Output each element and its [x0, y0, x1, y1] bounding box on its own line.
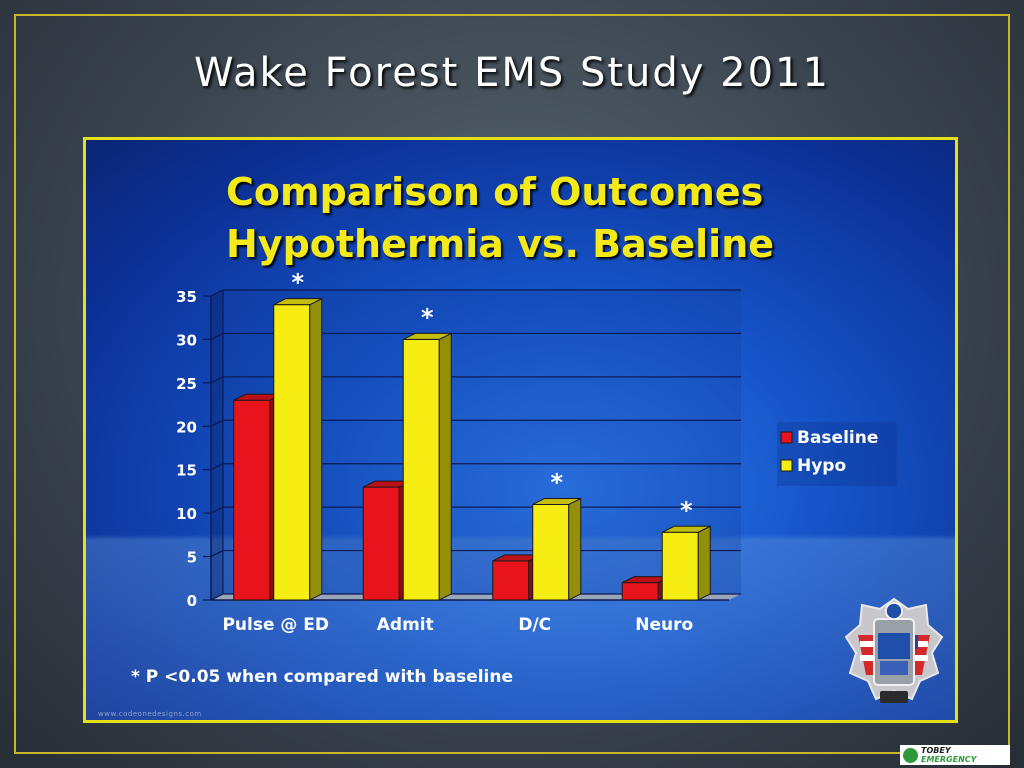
- bar-hypo-side: [568, 497, 582, 601]
- y-tick-label: 15: [176, 462, 197, 480]
- chart-subtitle: Hypothermia vs. Baseline: [226, 222, 775, 266]
- bar-hypo-top: [403, 332, 452, 340]
- y-tick-label: 0: [187, 592, 197, 610]
- bar-hypo-top: [532, 497, 581, 505]
- y-tick-label: 35: [176, 288, 197, 306]
- gridline-diagonal: [210, 593, 224, 601]
- bar-hypo-side: [309, 297, 323, 601]
- x-category-label: D/C: [518, 615, 551, 635]
- tobey-logo-text: TOBEY EMERGENCY: [921, 746, 1007, 764]
- y-tick-label: 25: [176, 375, 197, 393]
- gridline-diagonal: [210, 550, 224, 558]
- gridline-diagonal: [210, 463, 224, 471]
- gridline-diagonal: [210, 419, 224, 427]
- bar-baseline-front: [492, 560, 530, 601]
- plot-back-wall: [223, 290, 741, 594]
- tobey-emergency-logo: TOBEY EMERGENCY: [900, 745, 1010, 765]
- gridline-diagonal: [210, 289, 224, 297]
- significance-asterisk: *: [421, 303, 434, 331]
- significance-asterisk: *: [291, 269, 304, 297]
- bar-hypo-side: [697, 525, 711, 601]
- legend-swatch-hypo: [780, 459, 793, 472]
- bar-baseline-front: [362, 486, 400, 601]
- bar-baseline-front: [233, 399, 271, 601]
- x-category-label: Admit: [377, 615, 434, 635]
- legend-box: [777, 422, 897, 486]
- bar-hypo-top: [662, 525, 711, 533]
- significance-asterisk: *: [680, 496, 693, 524]
- x-category-label: Neuro: [635, 615, 693, 635]
- y-tick-label: 10: [176, 505, 197, 523]
- bar-hypo-top: [273, 298, 322, 306]
- gridline-diagonal: [210, 332, 224, 340]
- y-tick-label: 5: [187, 549, 197, 567]
- x-category-label: Pulse @ ED: [222, 615, 329, 635]
- bar-hypo-front: [532, 503, 570, 601]
- chart-panel: Comparison of Outcomes Hypothermia vs. B…: [83, 137, 958, 723]
- chart-title: Comparison of Outcomes: [226, 170, 764, 214]
- gridline-diagonal: [210, 506, 224, 514]
- slide-title: Wake Forest EMS Study 2011: [194, 50, 830, 96]
- y-tick-label: 30: [176, 331, 197, 349]
- significance-asterisk: *: [550, 468, 563, 496]
- bar-baseline-front: [621, 582, 659, 601]
- slide-frame: [14, 14, 1010, 754]
- bar-chart: 0 5 10 15 20 25 30 35 * Pulse @ ED * Admit * D/C * Neur…: [176, 269, 897, 635]
- bar-hypo-front: [661, 531, 699, 601]
- legend-label-hypo: Hypo: [797, 456, 846, 476]
- panel-url-text: www.codeonedesigns.com: [98, 710, 202, 718]
- chart-footnote: * P <0.05 when compared with baseline: [131, 667, 514, 687]
- gridline-diagonal: [210, 376, 224, 384]
- plot-floor: [211, 594, 741, 600]
- legend-label-baseline: Baseline: [797, 428, 878, 448]
- bar-hypo-side: [438, 332, 452, 601]
- tobey-brand-suffix: EMERGENCY: [921, 755, 977, 764]
- tobey-heartbeat-icon: [903, 747, 918, 763]
- bar-hypo-front: [402, 338, 440, 601]
- tobey-brand-name: TOBEY: [921, 746, 951, 755]
- ems-seal-icon: [844, 597, 944, 703]
- legend-swatch-baseline: [780, 431, 793, 444]
- y-tick-label: 20: [176, 418, 197, 436]
- bar-hypo-front: [273, 304, 311, 601]
